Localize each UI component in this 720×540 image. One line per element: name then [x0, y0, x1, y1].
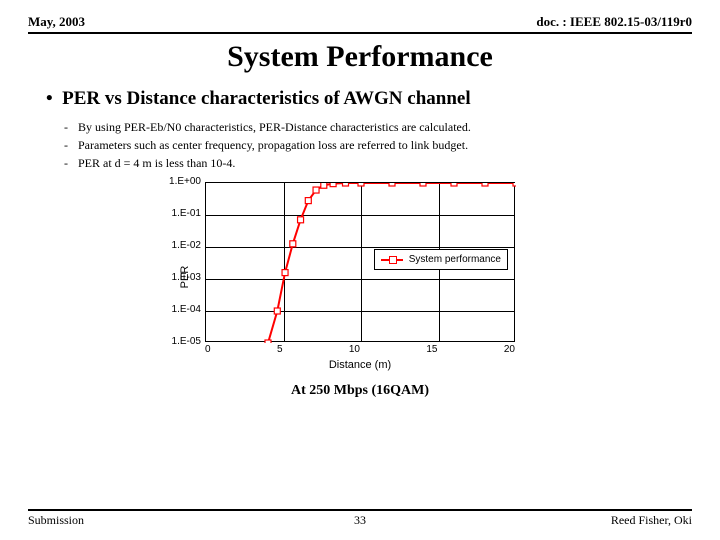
x-tick: 20: [504, 344, 515, 355]
sub-bullet: -Parameters such as center frequency, pr…: [64, 136, 692, 154]
main-bullet: • PER vs Distance characteristics of AWG…: [46, 88, 692, 110]
x-tick: 0: [205, 344, 211, 355]
sub-bullet: -PER at d = 4 m is less than 10-4.: [64, 154, 692, 172]
legend-swatch: [381, 259, 403, 261]
sub-bullet-text: Parameters such as center frequency, pro…: [78, 138, 468, 152]
header: May, 2003 doc. : IEEE 802.15-03/119r0: [28, 14, 692, 32]
header-doc: doc. : IEEE 802.15-03/119r0: [536, 14, 692, 30]
y-tick: 1.E-01: [161, 208, 201, 240]
chart-caption: At 250 Mbps (16QAM): [28, 383, 692, 399]
y-tick: 1.E+00: [161, 176, 201, 208]
footer-left: Submission: [28, 513, 84, 528]
chart: PER 1.E+00 1.E-01 1.E-02 1.E-03 1.E-04 1…: [205, 182, 515, 371]
sub-bullet: -By using PER-Eb/N0 characteristics, PER…: [64, 118, 692, 136]
y-tick: 1.E-05: [161, 336, 201, 368]
y-ticks: 1.E+00 1.E-01 1.E-02 1.E-03 1.E-04 1.E-0…: [161, 176, 201, 368]
footer: Submission 33 Reed Fisher, Oki: [28, 509, 692, 528]
y-tick: 1.E-03: [161, 272, 201, 304]
page-title: System Performance: [28, 40, 692, 74]
x-tick: 10: [349, 344, 360, 355]
header-date: May, 2003: [28, 14, 85, 30]
x-axis-label: Distance (m): [205, 359, 515, 371]
sub-bullet-text: By using PER-Eb/N0 characteristics, PER-…: [78, 120, 471, 134]
footer-right: Reed Fisher, Oki: [611, 513, 692, 528]
x-tick: 5: [277, 344, 283, 355]
x-tick: 15: [426, 344, 437, 355]
sub-bullet-text: PER at d = 4 m is less than 10-4.: [78, 156, 235, 170]
sub-bullets: -By using PER-Eb/N0 characteristics, PER…: [64, 118, 692, 172]
footer-rule: [28, 509, 692, 511]
main-bullet-text: PER vs Distance characteristics of AWGN …: [62, 88, 470, 109]
legend: System performance: [374, 249, 508, 270]
legend-label: System performance: [409, 254, 501, 265]
header-rule: [28, 32, 692, 34]
chart-container: PER 1.E+00 1.E-01 1.E-02 1.E-03 1.E-04 1…: [28, 182, 692, 371]
page-number: 33: [354, 513, 366, 528]
x-ticks: 0 5 10 15 20: [205, 344, 515, 355]
y-tick: 1.E-04: [161, 304, 201, 336]
plot-area: System performance: [205, 182, 515, 342]
y-tick: 1.E-02: [161, 240, 201, 272]
